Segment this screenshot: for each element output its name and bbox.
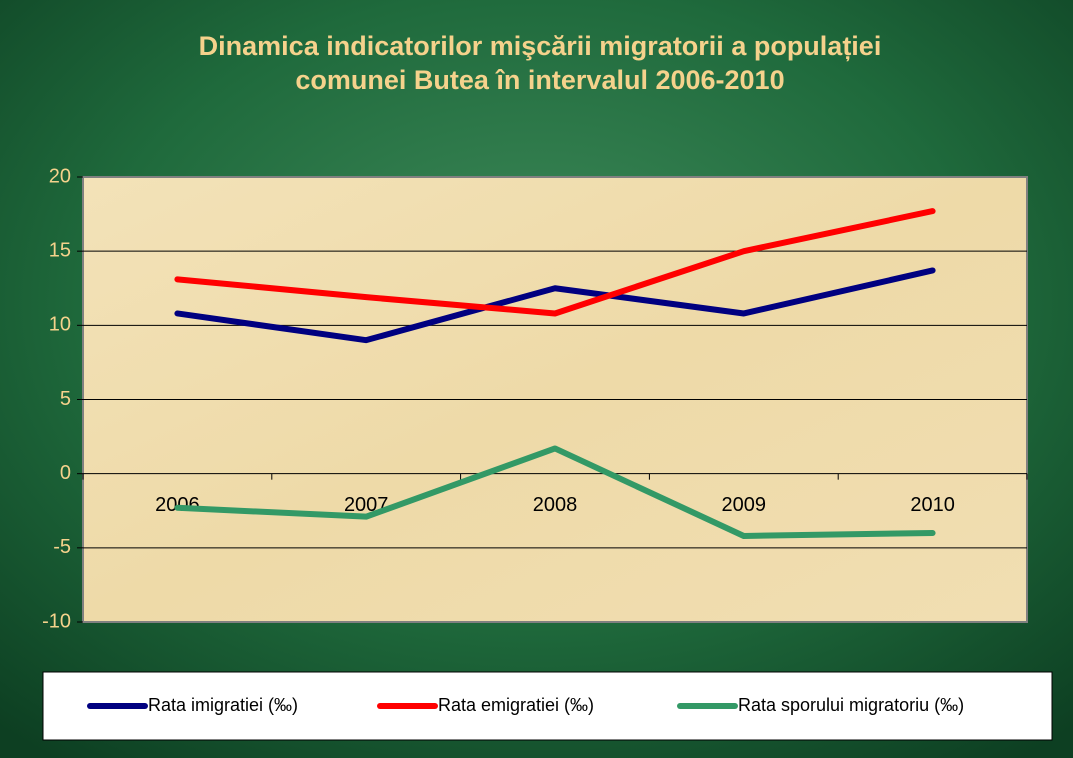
y-tick-label: -10	[42, 610, 71, 632]
y-tick-label: -5	[53, 536, 71, 558]
y-tick-label: 20	[49, 165, 71, 187]
chart-title: comunei Butea în intervalul 2006-2010	[295, 65, 784, 95]
x-tick-label: 2010	[910, 494, 955, 516]
legend-label: Rata emigratiei (‰)	[438, 695, 594, 715]
x-tick-label: 2008	[533, 494, 578, 516]
y-tick-label: 5	[60, 388, 71, 410]
line-series	[174, 445, 936, 539]
legend-label: Rata sporului migratoriu (‰)	[738, 695, 964, 715]
y-tick-label: 0	[60, 462, 71, 484]
y-tick-label: 10	[49, 314, 71, 336]
line-series	[174, 267, 936, 344]
legend	[42, 671, 1053, 741]
x-tick-label: 2009	[722, 494, 767, 516]
line-series	[174, 208, 936, 317]
legend-label: Rata imigratiei (‰)	[148, 695, 298, 715]
chart-title: Dinamica indicatorilor mişcării migrator…	[199, 31, 882, 61]
y-tick-label: 15	[49, 239, 71, 261]
